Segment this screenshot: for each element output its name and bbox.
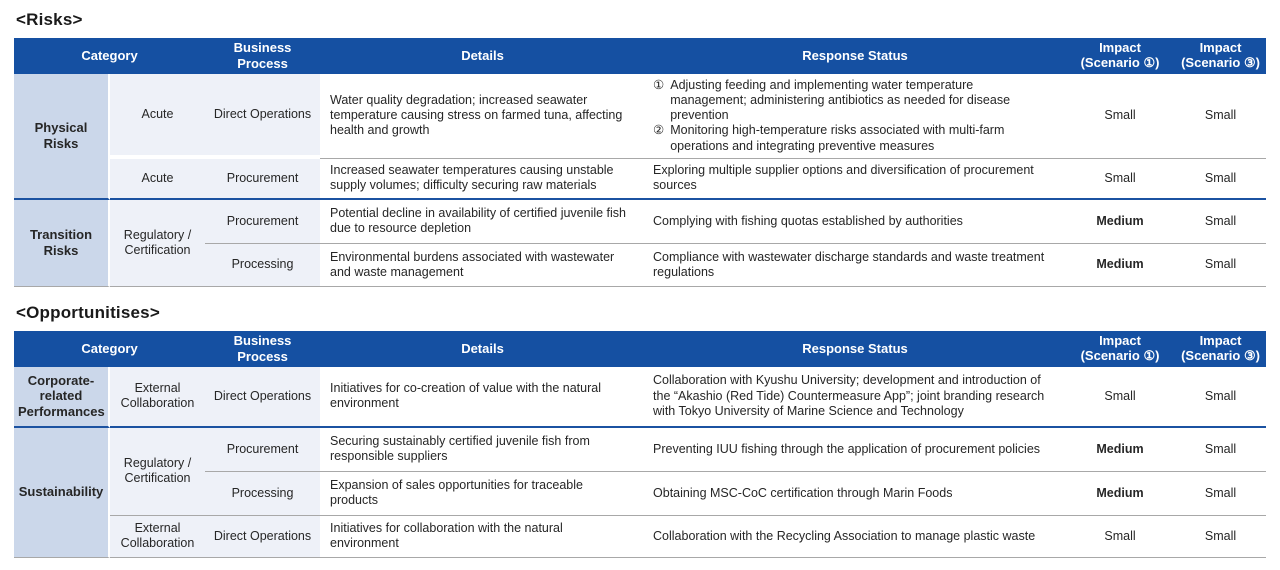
cell-response-status: Exploring multiple supplier options and … [645, 158, 1066, 200]
response-item: ② Monitoring high-temperature risks asso… [653, 123, 1005, 153]
cell-business-process: Direct Operations [205, 366, 321, 428]
table-row: Corporate-related Performances External … [14, 366, 1267, 428]
header-details: Details [320, 330, 646, 367]
cell-details: Initiatives for co-creation of value wit… [320, 366, 646, 428]
table-row: Physical Risks Acute Direct Operations W… [14, 73, 1267, 200]
risks-header-row: Category Business Process Details Respon… [14, 38, 1267, 74]
header-impact-scenario-1: Impact (Scenario ①) [1065, 330, 1176, 367]
cell-response-status: Preventing IUU fishing through the appli… [645, 427, 1066, 472]
risks-table: Category Business Process Details Respon… [14, 38, 1267, 287]
cell-response-status: Complying with fishing quotas establishe… [645, 199, 1066, 244]
header-category: Category [14, 38, 206, 74]
cell-category: Sustainability [14, 427, 110, 558]
opportunities-section-title: <Opportunitises> [16, 302, 160, 322]
cell-category: Physical Risks [14, 73, 110, 200]
cell-business-process: Procurement [205, 199, 321, 244]
cell-response-status: Obtaining MSC-CoC certification through … [645, 471, 1066, 516]
cell-subcategory: Acute [110, 73, 206, 159]
table-row: Transition Risks Regulatory / Certificat… [14, 199, 1267, 287]
header-response-status: Response Status [645, 38, 1066, 74]
circled-number-1: ① [653, 77, 665, 92]
cell-details: Securing sustainably certified juvenile … [320, 427, 646, 472]
cell-impact-scenario-1: Small [1065, 515, 1176, 558]
table-row: External Collaboration Direct Operations… [14, 515, 1267, 558]
header-impact-scenario-3: Impact (Scenario ③) [1175, 330, 1267, 367]
risks-section-title: <Risks> [16, 10, 83, 29]
cell-details: Potential decline in availability of cer… [320, 199, 646, 244]
cell-response-status: Compliance with wastewater discharge sta… [645, 243, 1066, 287]
cell-category: Transition Risks [14, 199, 110, 287]
cell-subcategory: External Collaboration [110, 515, 206, 558]
cell-impact-scenario-3: Small [1175, 471, 1267, 516]
header-business-process: Business Process [205, 330, 321, 367]
cell-impact-scenario-3: Small [1175, 73, 1267, 159]
cell-details: Environmental burdens associated with wa… [320, 243, 646, 287]
header-details: Details [320, 38, 646, 74]
header-impact-scenario-3: Impact (Scenario ③) [1175, 38, 1267, 74]
cell-impact-scenario-3: Small [1175, 515, 1267, 558]
cell-subcategory: Acute [110, 158, 206, 200]
cell-business-process: Processing [205, 243, 321, 287]
cell-details: Initiatives for collaboration with the n… [320, 515, 646, 558]
cell-subcategory: Regulatory / Certification [110, 199, 206, 287]
cell-category: Corporate-related Performances [14, 366, 110, 428]
opportunities-header-row: Category Business Process Details Respon… [14, 330, 1267, 367]
cell-business-process: Direct Operations [205, 73, 321, 159]
cell-impact-scenario-1: Medium [1065, 243, 1176, 287]
cell-response-status: ① Adjusting feeding and implementing wat… [645, 73, 1066, 159]
cell-impact-scenario-1: Small [1065, 158, 1176, 200]
circled-number-2: ② [653, 123, 665, 138]
cell-impact-scenario-1: Medium [1065, 199, 1176, 244]
cell-response-status: Collaboration with the Recycling Associa… [645, 515, 1066, 558]
header-response-status: Response Status [645, 330, 1066, 367]
table-row: Processing Expansion of sales opportunit… [14, 471, 1267, 516]
cell-impact-scenario-1: Medium [1065, 471, 1176, 516]
cell-details: Increased seawater temperatures causing … [320, 158, 646, 200]
cell-response-status: Collaboration with Kyushu University; de… [645, 366, 1066, 428]
cell-impact-scenario-1: Small [1065, 366, 1176, 428]
opportunities-table: Category Business Process Details Respon… [14, 330, 1267, 558]
cell-impact-scenario-3: Small [1175, 199, 1267, 244]
header-impact-scenario-1: Impact (Scenario ①) [1065, 38, 1176, 74]
cell-impact-scenario-3: Small [1175, 427, 1267, 472]
response-item: ① Adjusting feeding and implementing wat… [653, 77, 1011, 123]
cell-details: Expansion of sales opportunities for tra… [320, 471, 646, 516]
cell-subcategory: Regulatory / Certification [110, 427, 206, 516]
header-category: Category [14, 330, 206, 367]
cell-business-process: Processing [205, 471, 321, 516]
cell-impact-scenario-3: Small [1175, 243, 1267, 287]
cell-impact-scenario-1: Medium [1065, 427, 1176, 472]
cell-impact-scenario-3: Small [1175, 158, 1267, 200]
cell-business-process: Procurement [205, 427, 321, 472]
header-business-process: Business Process [205, 38, 321, 74]
cell-impact-scenario-1: Small [1065, 73, 1176, 159]
cell-impact-scenario-3: Small [1175, 366, 1267, 428]
table-row: Processing Environmental burdens associa… [14, 243, 1267, 287]
cell-business-process: Direct Operations [205, 515, 321, 558]
cell-business-process: Procurement [205, 158, 321, 200]
table-row: Acute Procurement Increased seawater tem… [14, 158, 1267, 200]
table-row: Sustainability Regulatory / Certificatio… [14, 427, 1267, 558]
cell-subcategory: External Collaboration [110, 366, 206, 428]
cell-details: Water quality degradation; increased sea… [320, 73, 646, 159]
